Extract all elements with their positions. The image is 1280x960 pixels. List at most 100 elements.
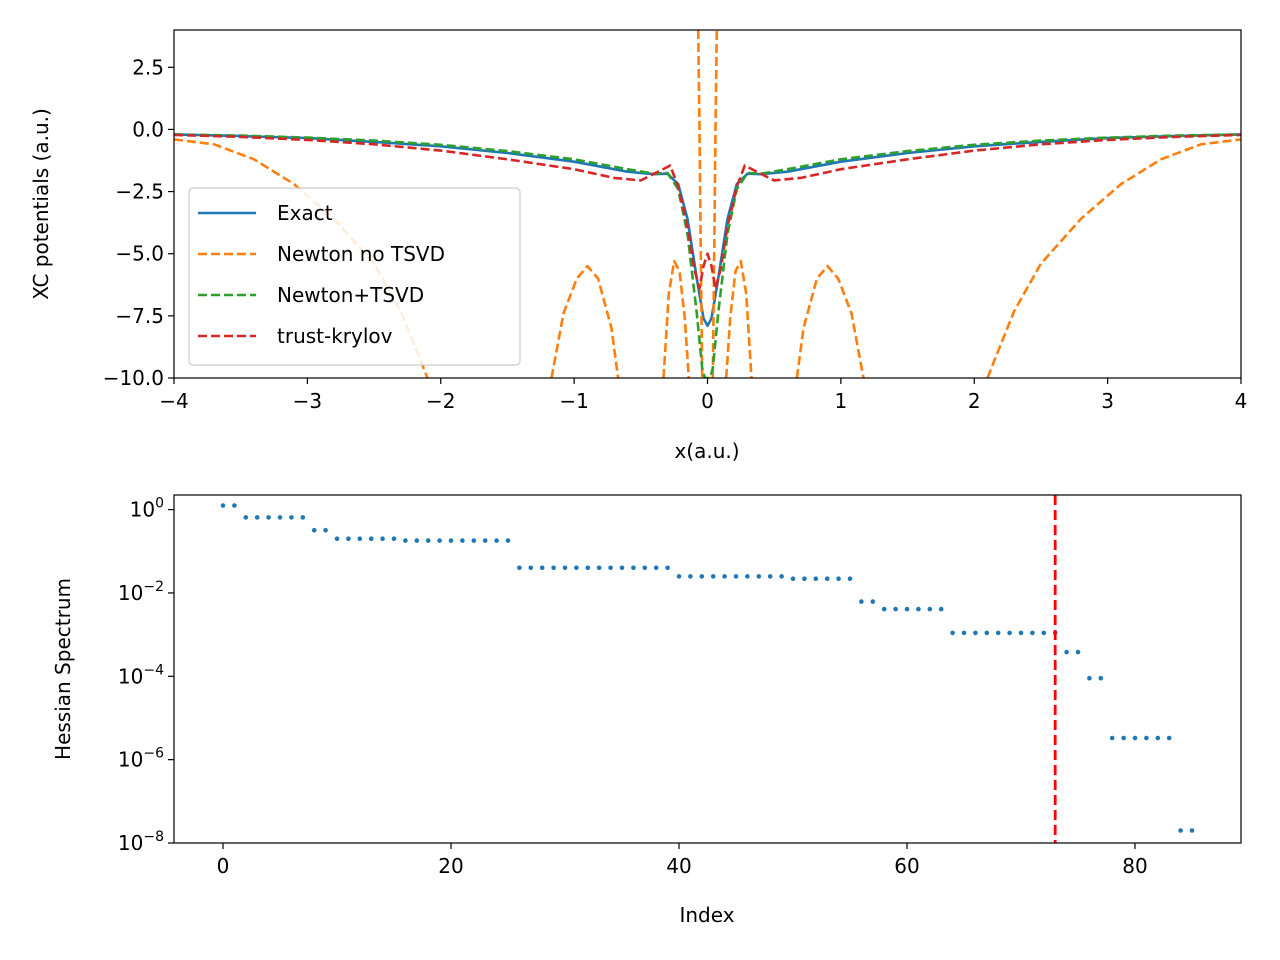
spectrum-point (1064, 649, 1069, 655)
spectrum-point (1098, 675, 1104, 681)
spectrum-point (665, 565, 670, 571)
spectrum-point (1075, 649, 1081, 655)
spectrum-point (277, 515, 283, 520)
spectrum-point (722, 574, 727, 579)
spectrum-point (528, 565, 534, 571)
spectrum-point (824, 576, 830, 581)
spectrum-point (334, 536, 340, 541)
legend-label-newton-tsvd: Newton+TSVD (277, 283, 424, 307)
spectrum-point (904, 606, 910, 612)
legend-label-trust-krylov: trust-krylov (277, 324, 393, 348)
spectrum-point (631, 565, 636, 571)
x-tick-label: 60 (894, 854, 919, 878)
xc-x-axis-label: x(a.u.) (674, 439, 739, 463)
spectrum-y-axis-label: Hessian Spectrum (51, 578, 75, 760)
spectrum-point (710, 574, 716, 579)
x-tick-label: 0 (217, 854, 230, 878)
legend: Exact Newton no TSVD Newton+TSVD trust-kryl… (188, 187, 521, 366)
y-tick-label: 10−8 (118, 829, 164, 855)
spectrum-point (460, 538, 465, 543)
xc-series-group (174, 30, 1241, 378)
spectrum-point (870, 599, 876, 604)
legend-items: Exact Newton no TSVD Newton+TSVD trust-kryl… (198, 201, 445, 348)
spectrum-point (802, 576, 807, 581)
y-tick-label: −2.5 (115, 180, 164, 204)
x-tick-label: −3 (293, 389, 322, 413)
spectrum-point (494, 538, 499, 543)
spectrum-point (688, 574, 693, 579)
newton-no-tsvd-line-segment (724, 259, 753, 378)
spectrum-point (517, 565, 522, 571)
spectrum-point (425, 538, 431, 543)
spectrum-point (323, 527, 328, 533)
spectrum-point (950, 630, 955, 636)
x-tick-label: 3 (1101, 389, 1114, 413)
x-tick-label: −4 (159, 389, 188, 413)
xc-y-axis-label: XC potentials (a.u.) (29, 108, 53, 300)
newton-no-tsvd-line-segment (711, 30, 719, 378)
spectrum-point (836, 576, 841, 581)
spectrum-point (642, 565, 648, 571)
x-tick-label: 40 (666, 854, 691, 878)
exact-line (174, 133, 1241, 328)
spectrum-point (608, 565, 613, 571)
newton-no-tsvd-line-segment (696, 30, 704, 378)
spectrum-point (961, 630, 967, 636)
spectrum-point (414, 538, 420, 543)
spectrum-point (437, 538, 442, 543)
spectrum-point (551, 565, 556, 571)
spectrum-point (380, 536, 385, 541)
spectrum-point (1144, 735, 1149, 741)
legend-label-exact: Exact (277, 201, 333, 225)
spectrum-point (585, 565, 591, 571)
spectrum-point (1121, 735, 1126, 741)
spectrum-point (1109, 735, 1115, 741)
spectrum-point (813, 576, 819, 581)
spectrum-point (1041, 630, 1047, 636)
spectrum-point (266, 515, 271, 520)
spectrum-points-group (220, 495, 1195, 843)
spectrum-point (756, 574, 762, 579)
newton-no-tsvd-line-segment (795, 264, 865, 378)
spectrum-point (699, 574, 705, 579)
xc-potentials-axes: −4 −3 −2 −1 0 1 2 3 4 −10.0 −7.5 −5.0 −2.5 0.0 2.5 x(… (29, 29, 1247, 463)
trust-krylov-line (174, 133, 1241, 290)
newton-no-tsvd-line-segment (986, 138, 1241, 378)
spectrum-point (562, 565, 568, 571)
spectrum-point (1030, 630, 1035, 636)
spectrum-point (574, 565, 579, 571)
spectrum-x-ticks: 0 20 40 60 80 (217, 843, 1148, 878)
y-tick-label: −7.5 (115, 304, 164, 328)
spectrum-point (619, 565, 625, 571)
spectrum-point (995, 630, 1001, 636)
x-tick-label: −2 (426, 389, 455, 413)
spectrum-point (346, 536, 351, 541)
spectrum-point (1189, 828, 1195, 833)
spectrum-point (745, 574, 750, 579)
spectrum-point (733, 574, 739, 579)
spectrum-point (243, 515, 249, 520)
spectrum-point (1178, 828, 1183, 833)
spectrum-point (790, 576, 796, 581)
spectrum-point (254, 515, 260, 520)
spectrum-point (676, 574, 682, 579)
spectrum-point (357, 536, 363, 541)
spectrum-point (448, 538, 454, 543)
spectrum-point (916, 606, 921, 612)
spectrum-point (220, 503, 226, 508)
spectrum-point (1155, 735, 1161, 741)
spectrum-point (938, 606, 944, 612)
spectrum-point (881, 606, 887, 612)
spectrum-point (300, 515, 306, 520)
x-tick-label: −1 (559, 389, 588, 413)
xc-x-ticks: −4 −3 −2 −1 0 1 2 3 4 (159, 378, 1247, 413)
spectrum-point (1087, 675, 1092, 681)
spectrum-point (505, 538, 511, 543)
spectrum-point (482, 538, 488, 543)
legend-box (188, 187, 521, 366)
x-tick-label: 1 (835, 389, 848, 413)
spectrum-point (767, 574, 773, 579)
spectrum-point (596, 565, 602, 571)
